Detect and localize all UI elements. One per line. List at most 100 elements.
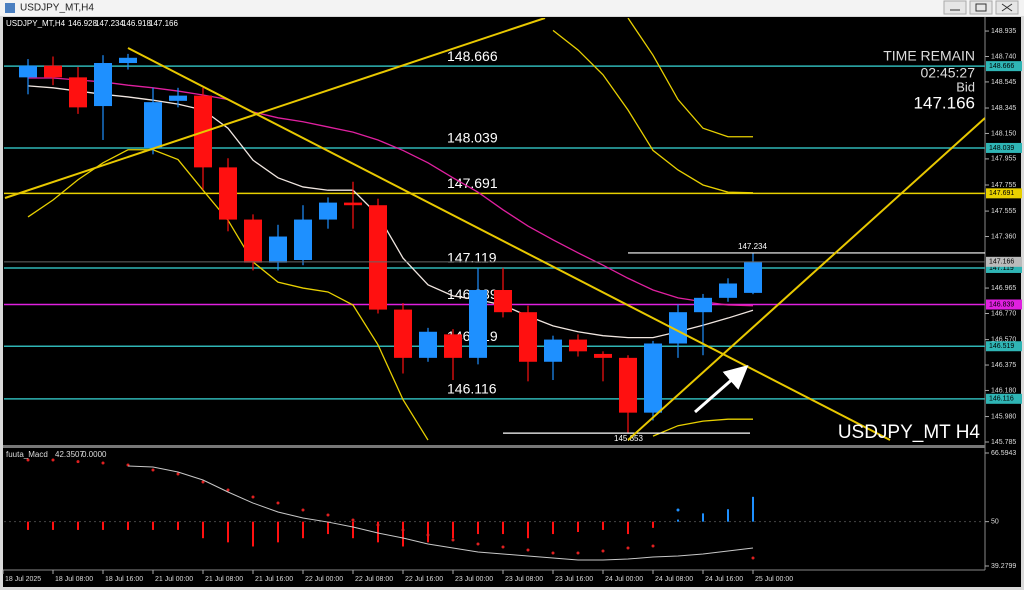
macd-dot (401, 528, 405, 532)
macd-dot (151, 468, 155, 472)
macd-pane (4, 458, 985, 561)
minimize-button[interactable] (943, 0, 967, 15)
time-label: 21 Jul 08:00 (205, 576, 243, 583)
candle-body (519, 312, 537, 362)
level-axis-label: 146.116 (989, 396, 1014, 403)
window-title: USDJPY_MT,H4 (20, 3, 94, 14)
price-tick-label: 146.965 (991, 285, 1016, 292)
macd-bar (27, 521, 29, 530)
level-label: 148.666 (447, 48, 498, 64)
level-label: 147.119 (447, 250, 497, 266)
arrow (694, 365, 749, 414)
macd-bar (52, 521, 54, 530)
macd-bar (702, 513, 704, 522)
indicator-line (552, 29, 754, 194)
level-axis-box (986, 188, 1022, 199)
macd-bar (227, 521, 229, 543)
macd-bar (102, 521, 104, 530)
symbol-header: USDJPY_MT,H4 (6, 19, 66, 28)
macd-bar (327, 521, 329, 535)
price-pane: 148.666148.039147.691147.119146.839146.5… (4, 18, 985, 443)
macd-dot (451, 538, 455, 542)
macd-name: fuuta_Macd (6, 450, 48, 459)
candle-body (169, 95, 187, 101)
macd-tick-label: 50 (991, 518, 999, 525)
time-label: 24 Jul 08:00 (655, 576, 693, 583)
macd-dot (501, 545, 505, 549)
price-tick-label: 148.345 (991, 105, 1016, 112)
macd-dot (101, 461, 105, 465)
candle-body (444, 334, 462, 358)
macd-signal: 0.0000 (82, 450, 107, 459)
candle-body (369, 205, 387, 310)
level-axis-label: 148.039 (989, 145, 1014, 152)
timer-value: 02:45:27 (921, 65, 976, 81)
bid-value: 147.166 (914, 93, 975, 112)
macd-bar (177, 521, 179, 530)
macd-bar (527, 521, 529, 539)
macd-dot (476, 542, 480, 546)
price-tick-label: 148.150 (991, 130, 1016, 137)
level-axis-box (986, 262, 1022, 273)
price-tick-label: 145.785 (991, 439, 1016, 446)
price-tick-label: 148.545 (991, 79, 1016, 86)
macd-dot (201, 480, 205, 484)
macd-bar (377, 521, 379, 543)
trend-lines (4, 18, 985, 441)
macd-bar (127, 521, 129, 530)
macd-bar (202, 521, 204, 539)
macd-dot (251, 495, 255, 499)
macd-dot (301, 508, 305, 512)
macd-dot (576, 551, 580, 555)
macd-dot (426, 533, 430, 537)
macd-bar (552, 521, 554, 535)
time-label: 25 Jul 00:00 (755, 576, 793, 583)
macd-bar (752, 496, 754, 522)
candle-body (119, 57, 137, 64)
macd-dot (176, 472, 180, 476)
header-price: 147.166 (149, 19, 178, 28)
axes: 148.935 148.740 148.545 148.345 148.150 147.9… (2, 28, 1022, 583)
macd-bar (302, 521, 304, 539)
header-price: 146.918 (122, 19, 151, 28)
macd-bar (627, 521, 629, 535)
candle-body (719, 283, 737, 298)
level-axis-label: 147.119 (989, 265, 1014, 272)
time-label: 22 Jul 08:00 (355, 576, 393, 583)
header-price: 147.234 (95, 19, 124, 28)
time-label: 24 Jul 00:00 (605, 576, 643, 583)
macd-dot (601, 549, 605, 553)
close-icon (1001, 3, 1013, 12)
macd-bar (577, 521, 579, 532)
macd-bar (502, 521, 504, 535)
macd-bar (427, 521, 429, 543)
candle-body (344, 202, 362, 206)
macd-bar (152, 521, 154, 530)
macd-dot (351, 518, 355, 522)
macd-dot (226, 488, 230, 492)
macd-tick-label: 39.2799 (991, 563, 1016, 570)
time-label: 23 Jul 00:00 (455, 576, 493, 583)
time-label: 18 Jul 2025 (5, 576, 41, 583)
watermark: USDJPY_MT H4 (838, 422, 981, 443)
candle-body (94, 63, 112, 107)
macd-bar (252, 521, 254, 547)
indicator-line (652, 418, 753, 437)
candle-body (419, 331, 437, 358)
price-tick-label: 146.570 (991, 336, 1016, 343)
price-tick-label: 146.180 (991, 387, 1016, 394)
time-label: 18 Jul 08:00 (55, 576, 93, 583)
candle-body (544, 339, 562, 362)
macd-dot (751, 556, 755, 560)
candle-body (644, 343, 662, 413)
window-icon (5, 3, 15, 13)
level-axis-label: 146.519 (989, 343, 1014, 350)
price-tick-label: 147.555 (991, 208, 1016, 215)
time-label: 23 Jul 16:00 (555, 576, 593, 583)
macd-bar (652, 521, 654, 528)
indicator-line (27, 85, 754, 339)
level-axis-label: 148.666 (989, 63, 1014, 70)
maximize-button[interactable] (969, 0, 993, 15)
candle-body (594, 353, 612, 358)
candle-body (69, 77, 87, 108)
